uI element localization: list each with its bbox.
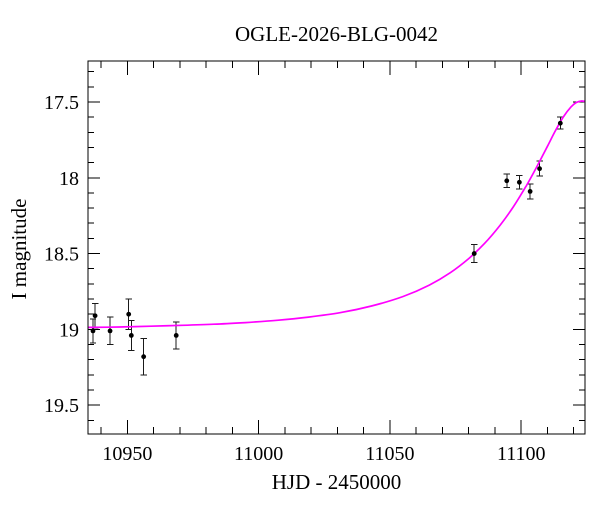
plot-frame <box>87 60 586 435</box>
y-tick-label: 19 <box>59 319 79 341</box>
data-point <box>90 328 96 334</box>
data-point <box>516 179 522 185</box>
data-point <box>126 311 132 317</box>
data-point <box>141 354 147 360</box>
y-tick-label: 19.5 <box>44 395 79 417</box>
x-tick-label: 11050 <box>365 443 414 465</box>
x-tick-label: 11000 <box>234 443 283 465</box>
data-point <box>92 313 98 319</box>
data-point <box>107 328 113 334</box>
x-tick-label: 10950 <box>102 443 152 465</box>
data-point <box>128 333 134 338</box>
y-tick-label: 18.5 <box>44 244 79 266</box>
data-point <box>173 333 179 338</box>
x-tick-label: 11100 <box>497 443 546 465</box>
data-point <box>504 178 510 184</box>
data-point <box>557 120 563 126</box>
data-point <box>471 251 477 256</box>
x-axis-title: HJD - 2450000 <box>271 470 402 494</box>
data-point <box>527 188 533 194</box>
y-tick-label: 17.5 <box>44 92 79 114</box>
y-tick-label: 18 <box>59 168 79 190</box>
data-point <box>537 166 542 172</box>
model-curve <box>87 100 586 329</box>
chart-title: OGLE-2026-BLG-0042 <box>235 22 438 46</box>
